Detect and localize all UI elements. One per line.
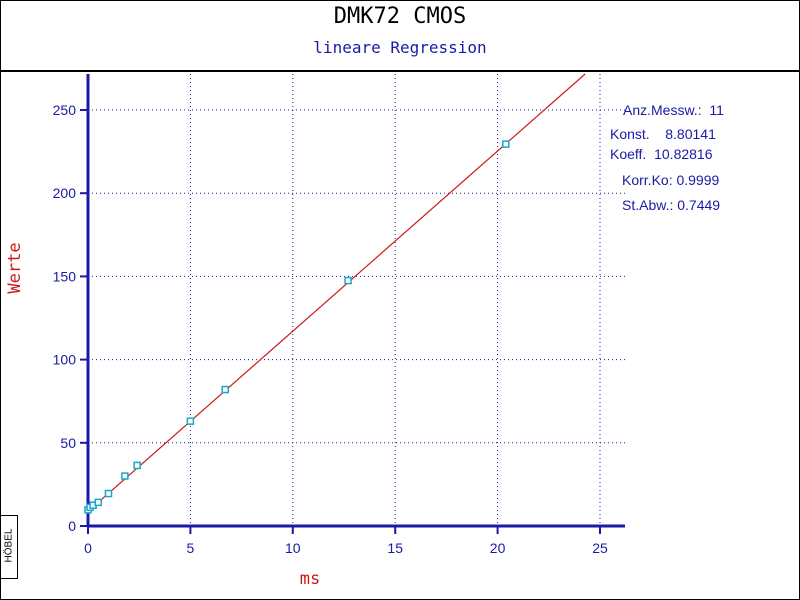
data-point bbox=[221, 385, 229, 394]
y-tick-label: 250 bbox=[53, 102, 77, 118]
data-point bbox=[186, 417, 195, 425]
data-point bbox=[104, 489, 113, 498]
x-tick-label: 10 bbox=[285, 540, 301, 556]
data-point bbox=[94, 498, 102, 507]
stat-st-abw: St.Abw.: 0.7449 bbox=[622, 197, 721, 213]
stat-konst: Konst. 8.80141 bbox=[610, 126, 716, 142]
data-point bbox=[133, 461, 141, 470]
axes-layer bbox=[86, 74, 625, 528]
grid-layer bbox=[88, 74, 625, 526]
data-point bbox=[121, 472, 129, 480]
y-tick-label: 100 bbox=[53, 352, 77, 368]
regression-layer bbox=[87, 73, 586, 512]
hoebel-label: HÖBEL bbox=[3, 528, 15, 563]
x-tick-label: 15 bbox=[387, 540, 403, 556]
hoebel-badge: HÖBEL bbox=[0, 515, 18, 579]
chart-subtitle: lineare Regression bbox=[313, 38, 487, 57]
chart-title: DMK72 CMOS bbox=[333, 4, 467, 29]
x-tick-label: 20 bbox=[490, 540, 506, 556]
y-axis-title: Werte bbox=[5, 242, 25, 293]
regression-line bbox=[87, 73, 586, 512]
x-axis-title: ms bbox=[300, 569, 320, 589]
points-layer bbox=[84, 140, 510, 514]
x-tick-label: 5 bbox=[187, 540, 195, 556]
x-tick-label: 25 bbox=[592, 540, 608, 556]
stat-korr-ko: Korr.Ko: 0.9999 bbox=[622, 172, 720, 188]
y-tick-label: 200 bbox=[53, 185, 77, 201]
stat-koeff: Koeff. 10.82816 bbox=[610, 146, 713, 162]
stat-anz-messw: Anz.Messw.: 11 bbox=[623, 102, 724, 118]
y-tick-label: 50 bbox=[60, 435, 76, 451]
x-tick-label: 0 bbox=[84, 540, 92, 556]
y-tick-label: 0 bbox=[68, 518, 76, 534]
y-tick-label: 150 bbox=[53, 268, 77, 284]
data-point bbox=[502, 140, 510, 148]
header-divider bbox=[0, 70, 800, 72]
data-point bbox=[344, 276, 352, 285]
